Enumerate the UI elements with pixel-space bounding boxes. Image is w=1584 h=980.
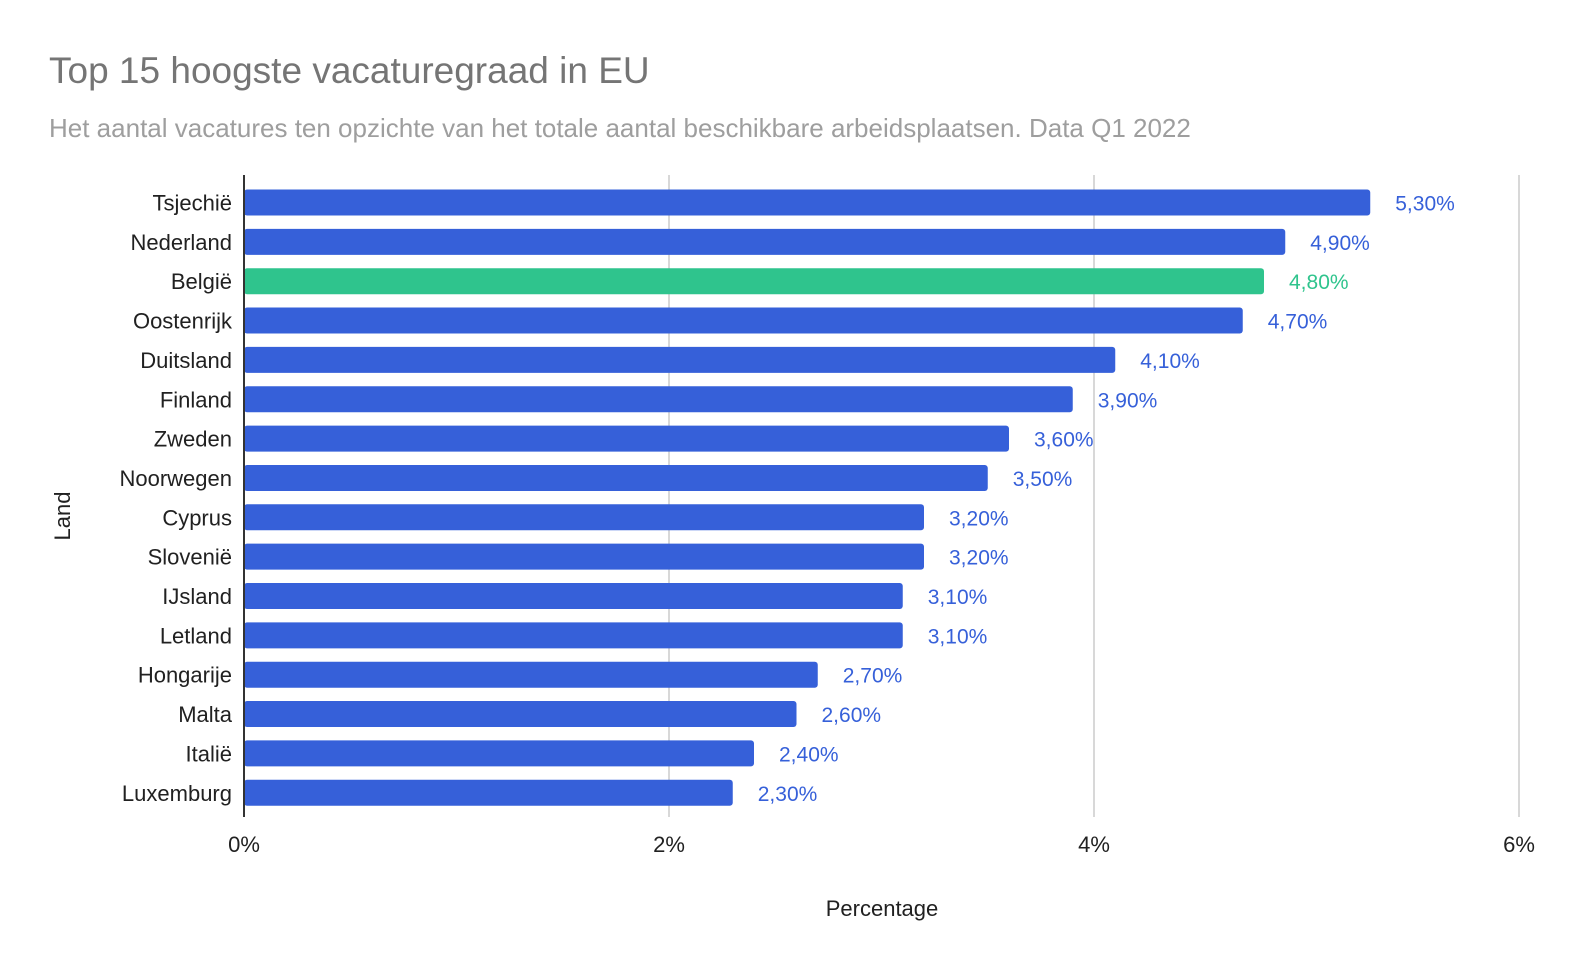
bar — [244, 622, 903, 649]
category-label: Oostenrijk — [133, 309, 233, 334]
category-label: Tsjechië — [153, 191, 232, 216]
category-label: Hongarije — [138, 663, 232, 688]
category-label: Nederland — [130, 230, 232, 255]
data-label: 4,10% — [1140, 350, 1200, 373]
category-labels: Tsjechië Nederland België Oostenrijk Duitsla… — [119, 191, 233, 806]
data-label: 2,70% — [843, 665, 903, 688]
bar — [244, 661, 818, 688]
category-label: Luxemburg — [122, 781, 232, 806]
data-label: 4,70% — [1268, 311, 1328, 334]
data-label: 3,90% — [1098, 389, 1158, 412]
data-label: 3,60% — [1034, 429, 1094, 452]
data-label: 3,10% — [928, 586, 988, 609]
x-tick-label: 0% — [228, 832, 260, 857]
bar — [244, 779, 733, 806]
x-tick-label: 4% — [1078, 832, 1110, 857]
data-label: 2,30% — [758, 783, 818, 806]
bar — [244, 307, 1243, 334]
category-label: Finland — [160, 387, 232, 412]
category-label: Letland — [160, 623, 232, 648]
bar — [244, 189, 1371, 216]
bar — [244, 543, 924, 570]
x-tick-labels: 0% 2% 4% 6% — [228, 832, 1535, 857]
category-label: Cyprus — [162, 505, 232, 530]
bar — [244, 228, 1286, 255]
category-label: België — [171, 269, 232, 294]
bar — [244, 740, 754, 767]
chart-subtitle: Het aantal vacatures ten opzichte van he… — [49, 113, 1191, 143]
bar — [244, 504, 924, 531]
category-label: Malta — [178, 702, 233, 727]
x-tick-label: 2% — [653, 832, 685, 857]
bar — [244, 346, 1116, 373]
category-label: Noorwegen — [119, 466, 232, 491]
data-label: 4,80% — [1289, 271, 1349, 294]
bar — [244, 701, 797, 728]
chart-title: Top 15 hoogste vacaturegraad in EU — [49, 50, 650, 91]
data-label: 2,40% — [779, 743, 839, 766]
data-label: 3,50% — [1013, 468, 1073, 491]
bar — [244, 583, 903, 609]
x-tick-label: 6% — [1503, 832, 1535, 857]
bar — [244, 268, 1264, 295]
category-label: Duitsland — [140, 348, 232, 373]
data-label: 3,20% — [949, 547, 1009, 570]
category-label: IJsland — [162, 584, 232, 609]
bar — [244, 386, 1073, 413]
data-label: 5,30% — [1395, 193, 1455, 216]
x-axis-title: Percentage — [826, 896, 939, 921]
data-label: 3,10% — [928, 625, 988, 648]
data-label: 3,20% — [949, 507, 1009, 530]
y-axis-title: Land — [50, 492, 75, 541]
value-labels: 5,30% 4,90% 4,80% 4,70% 4,10% 3,90%3,60% 3,50%… — [758, 193, 1455, 806]
data-label: 2,60% — [822, 704, 882, 727]
bars — [244, 189, 1371, 806]
bar — [244, 464, 988, 491]
category-label: Zweden — [154, 427, 232, 452]
data-label: 4,90% — [1310, 232, 1370, 255]
category-label: Italië — [186, 741, 232, 766]
bar — [244, 425, 1009, 452]
category-label: Slovenië — [148, 545, 232, 570]
